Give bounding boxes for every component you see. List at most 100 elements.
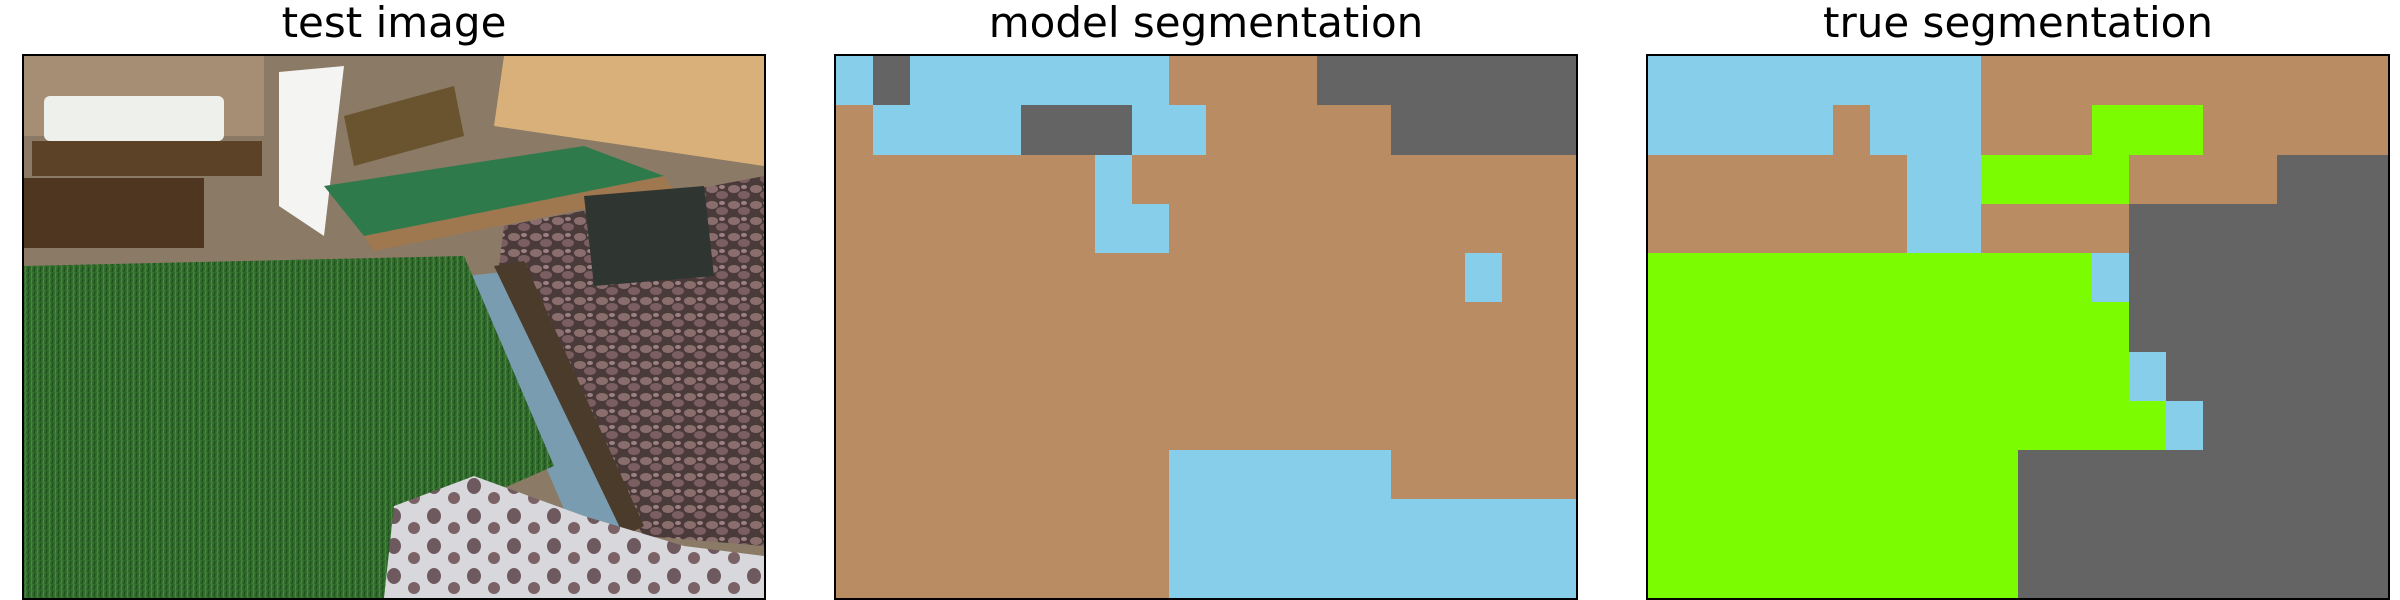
true-seg-cell-green xyxy=(1944,450,1982,500)
model-seg-cell-gray xyxy=(1058,105,1096,156)
true-seg-cell-green xyxy=(1685,401,1723,451)
true-seg-cell-green xyxy=(2092,352,2130,402)
model-seg-cell-tan xyxy=(1391,450,1429,500)
model-seg-cell-tan xyxy=(910,155,948,205)
plaster-stones xyxy=(384,476,764,598)
model-seg-cell-tan xyxy=(1206,352,1244,402)
true-seg-cell-green xyxy=(1796,253,1834,303)
model-seg-cell-tan xyxy=(910,302,948,353)
true-seg-cell-sky xyxy=(1833,56,1871,106)
true-seg-cell-gray xyxy=(2240,450,2278,500)
model-seg-cell-tan xyxy=(1169,204,1207,254)
true-seg-cell-sky xyxy=(1648,105,1686,156)
model-seg-cell-tan xyxy=(836,302,874,353)
true-seg-cell-tan xyxy=(2092,204,2130,254)
model-seg-cell-tan xyxy=(1502,401,1540,451)
true-seg-cell-tan xyxy=(1759,204,1797,254)
model-seg-cell-sky xyxy=(947,56,985,106)
test-image-frame xyxy=(22,54,766,600)
model-seg-cell-tan xyxy=(1354,352,1392,402)
model-seg-cell-tan xyxy=(1095,352,1133,402)
true-seg-cell-tan xyxy=(2166,56,2204,106)
true-seg-cell-sky xyxy=(1722,56,1760,106)
true-seg-cell-tan xyxy=(1648,155,1686,205)
true-seg-cell-tan xyxy=(1981,105,2019,156)
model-seg-cell-gray xyxy=(1095,105,1133,156)
model-seg-cell-tan xyxy=(1169,401,1207,451)
model-seg-cell-tan xyxy=(947,352,985,402)
model-seg-cell-tan xyxy=(1058,204,1096,254)
wood-rail xyxy=(494,261,644,536)
model-seg-cell-sky xyxy=(1317,499,1355,550)
model-seg-cell-tan xyxy=(1021,450,1059,500)
model-seg-cell-gray xyxy=(1465,56,1503,106)
true-seg-cell-sky xyxy=(1685,105,1723,156)
true-seg-cell-green xyxy=(1907,352,1945,402)
cardboard-edge xyxy=(364,176,674,251)
model-seg-cell-tan xyxy=(1021,204,1059,254)
true-seg-cell-green xyxy=(1759,450,1797,500)
true-seg-cell-green xyxy=(1981,155,2019,205)
model-seg-cell-tan xyxy=(1465,352,1503,402)
true-seg-cell-tan xyxy=(2018,204,2056,254)
true-seg-cell-green xyxy=(1907,499,1945,550)
test-image-panel: test image xyxy=(22,0,766,600)
model-seg-cell-tan xyxy=(984,352,1022,402)
model-seg-cell-sky xyxy=(984,105,1022,156)
model-seg-cell-tan xyxy=(1058,499,1096,550)
model-seg-cell-tan xyxy=(1280,204,1318,254)
model-seg-cell-tan xyxy=(1058,253,1096,303)
model-seg-cell-sky xyxy=(984,56,1022,106)
green-mat-top xyxy=(324,146,664,236)
true-seg-cell-gray xyxy=(2129,549,2167,598)
model-seg-cell-tan xyxy=(947,253,985,303)
true-seg-cell-green xyxy=(1648,450,1686,500)
true-seg-cell-gray xyxy=(2203,204,2241,254)
true-seg-cell-tan xyxy=(1870,155,1908,205)
model-seg-cell-gray xyxy=(1391,105,1429,156)
true-seg-cell-green xyxy=(1870,450,1908,500)
model-seg-cell-sky xyxy=(910,105,948,156)
model-seg-cell-tan xyxy=(1021,499,1059,550)
true-seg-cell-gray xyxy=(2314,352,2352,402)
model-seg-cell-tan xyxy=(1058,401,1096,451)
model-seg-cell-tan xyxy=(1132,155,1170,205)
model-seg-cell-tan xyxy=(1502,450,1540,500)
true-seg-cell-tan xyxy=(1685,155,1723,205)
true-seg-cell-gray xyxy=(2351,352,2388,402)
true-segmentation-frame xyxy=(1646,54,2390,600)
true-seg-cell-tan xyxy=(2240,155,2278,205)
true-seg-cell-green xyxy=(2018,253,2056,303)
true-seg-cell-green xyxy=(2129,105,2167,156)
model-seg-cell-tan xyxy=(1058,450,1096,500)
model-seg-cell-sky xyxy=(1502,499,1540,550)
model-seg-cell-tan xyxy=(1132,401,1170,451)
true-seg-cell-sky xyxy=(2129,352,2167,402)
model-seg-cell-sky xyxy=(1243,549,1281,598)
true-seg-cell-sky xyxy=(1870,105,1908,156)
true-seg-cell-gray xyxy=(2277,450,2315,500)
model-seg-cell-tan xyxy=(910,401,948,451)
model-seg-cell-tan xyxy=(873,401,911,451)
true-seg-cell-gray xyxy=(2277,401,2315,451)
true-seg-cell-gray xyxy=(2129,499,2167,550)
model-seg-cell-tan xyxy=(1095,253,1133,303)
model-seg-cell-tan xyxy=(1502,155,1540,205)
model-seg-cell-sky xyxy=(1354,549,1392,598)
true-seg-cell-tan xyxy=(1981,204,2019,254)
model-seg-cell-tan xyxy=(1317,302,1355,353)
model-seg-cell-tan xyxy=(1280,302,1318,353)
true-seg-cell-gray xyxy=(2129,204,2167,254)
model-seg-cell-tan xyxy=(947,499,985,550)
true-seg-cell-tan xyxy=(2129,155,2167,205)
true-seg-cell-gray xyxy=(2166,450,2204,500)
true-seg-cell-green xyxy=(1981,401,2019,451)
model-seg-cell-gray xyxy=(1465,105,1503,156)
true-seg-cell-green xyxy=(2018,352,2056,402)
true-seg-cell-gray xyxy=(2314,302,2352,353)
true-seg-cell-gray xyxy=(2240,204,2278,254)
model-seg-cell-tan xyxy=(1428,352,1466,402)
true-seg-cell-tan xyxy=(2203,155,2241,205)
model-seg-cell-tan xyxy=(984,401,1022,451)
true-seg-cell-gray xyxy=(2314,499,2352,550)
